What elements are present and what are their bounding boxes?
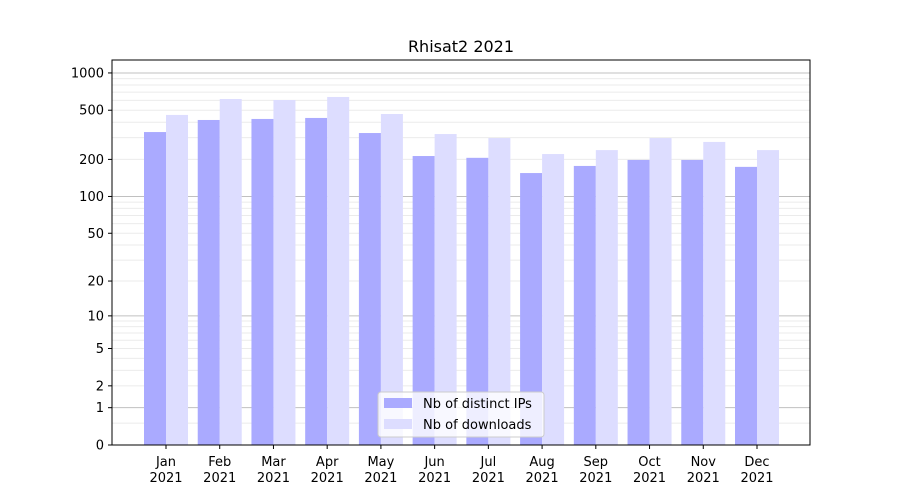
x-tick-label: Jan 2021 <box>149 455 182 486</box>
bar-distinct-ips <box>573 165 596 445</box>
y-tick-label: 100 <box>79 190 104 205</box>
bar-distinct-ips <box>197 119 220 445</box>
y-tick-label: 1 <box>96 401 104 416</box>
bar-downloads <box>166 114 188 445</box>
y-tick-label: 0 <box>96 439 104 454</box>
bar-distinct-ips <box>412 156 435 445</box>
bar-downloads <box>649 138 672 445</box>
x-tick-label: Jun 2021 <box>418 455 451 486</box>
bar-downloads <box>380 114 403 446</box>
bar-downloads <box>757 150 779 445</box>
y-tick-label: 1000 <box>71 66 104 81</box>
bar-distinct-ips <box>466 157 489 445</box>
bar-distinct-ips <box>627 159 650 446</box>
x-tick-label: Mar 2021 <box>257 455 290 486</box>
x-tick-label: May 2021 <box>364 455 397 486</box>
y-tick-label: 20 <box>87 275 104 290</box>
legend-label-downloads: Nb of downloads <box>423 418 532 433</box>
bar-downloads <box>542 154 565 445</box>
x-tick-label: Apr 2021 <box>311 455 344 486</box>
x-tick-label: Oct 2021 <box>633 455 666 486</box>
legend-label-ips: Nb of distinct IPs <box>423 397 532 412</box>
x-tick-label: Nov 2021 <box>687 455 720 486</box>
x-tick-label: Sep 2021 <box>579 455 612 486</box>
y-tick-label: 500 <box>79 104 104 119</box>
bars <box>144 96 779 446</box>
x-tick-label: Aug 2021 <box>526 455 559 486</box>
bar-distinct-ips <box>144 132 166 446</box>
x-tick-label: Dec 2021 <box>740 455 773 486</box>
x-tick-label: Feb 2021 <box>203 455 236 486</box>
y-tick-label: 5 <box>96 342 104 357</box>
bar-distinct-ips <box>305 117 328 446</box>
bar-downloads <box>488 138 511 445</box>
bar-downloads <box>703 141 726 445</box>
bar-distinct-ips <box>520 173 543 445</box>
bar-downloads <box>595 150 618 445</box>
y-tick-label: 200 <box>79 153 104 168</box>
bar-distinct-ips <box>251 118 274 445</box>
legend: Nb of distinct IPs Nb of downloads <box>377 391 545 438</box>
bar-downloads <box>219 99 242 445</box>
bar-downloads <box>273 99 296 446</box>
bar-downloads <box>327 96 350 445</box>
y-tick-label: 2 <box>96 379 104 394</box>
x-tick-label: Jul 2021 <box>472 455 505 486</box>
y-tick-label: 10 <box>87 309 104 324</box>
bar-distinct-ips <box>358 133 381 445</box>
bar-distinct-ips <box>735 166 757 445</box>
legend-swatch-downloads <box>384 419 412 429</box>
x-axis: Jan 2021 Feb 2021 Mar 2021 Apr 2021 May 2021 Jun 20… <box>149 445 774 486</box>
bar-distinct-ips <box>681 159 704 446</box>
y-axis: 0 1 2 5 10 20 50 100 200 500 1000 <box>71 66 112 454</box>
y-tick-label: 50 <box>87 227 104 242</box>
legend-swatch-ips <box>384 398 412 408</box>
chart-title: Rhisat2 2021 <box>408 37 514 56</box>
bar-downloads <box>434 134 457 445</box>
plot-frame <box>111 59 811 446</box>
